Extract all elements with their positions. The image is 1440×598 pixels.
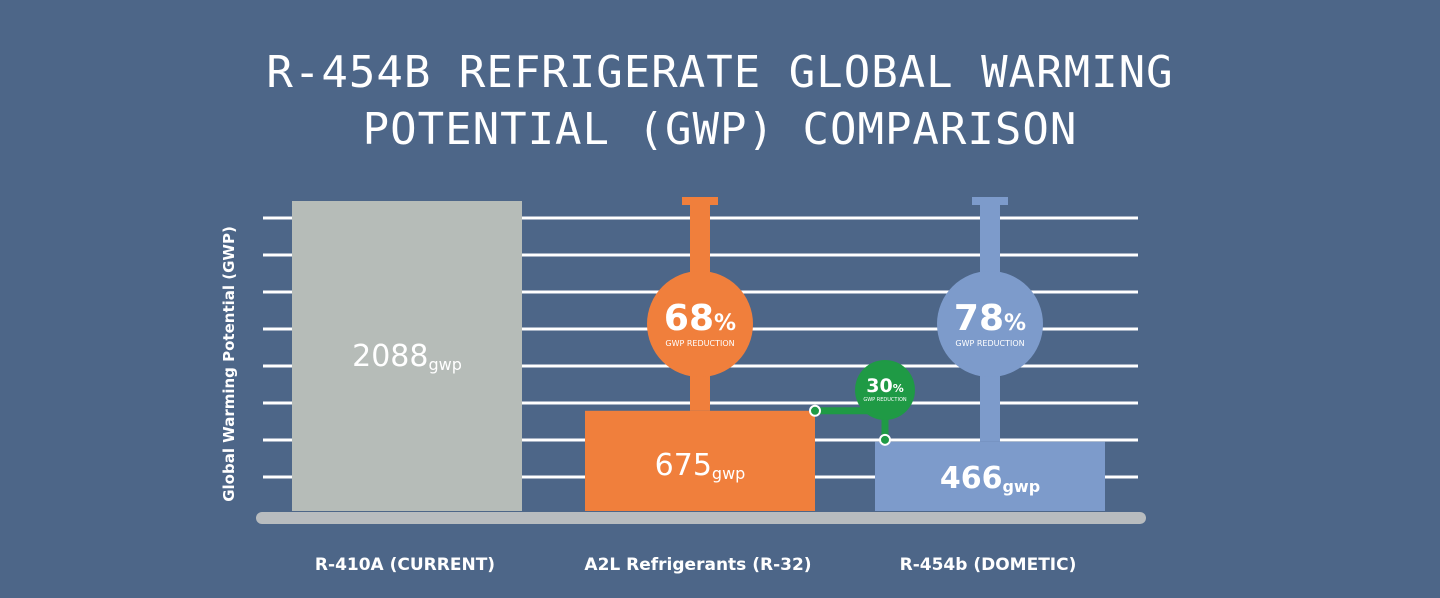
- y-axis-label: Global Warming Potential (GWP): [220, 226, 238, 502]
- reduction-caption-1: GWP REDUCTION: [665, 339, 734, 348]
- chart-title: R-454B REFRIGERATE GLOBAL WARMING POTENT…: [0, 44, 1440, 158]
- reduction-percent-2: 78%: [954, 298, 1026, 339]
- category-label-2: A2L Refrigerants (R-32): [584, 555, 811, 575]
- reduction-percent-1: 68%: [664, 298, 736, 339]
- reduction-caption-2: GWP REDUCTION: [955, 339, 1024, 348]
- reduction-circle-2: [937, 271, 1043, 377]
- connector-dot-end: [879, 433, 891, 446]
- reduction-circle-3: [855, 360, 915, 420]
- stem-cap-1: [682, 197, 718, 205]
- value-label-2: 675gwp: [655, 448, 746, 483]
- category-label-3: R-454b (DOMETIC): [900, 555, 1077, 575]
- chart-marks: [256, 197, 1146, 524]
- value-label-3: 466gwp: [940, 461, 1040, 496]
- chart-title-line-2: POTENTIAL (GWP) COMPARISON: [362, 104, 1078, 155]
- bar-3: [875, 441, 1105, 511]
- reduction-percent-3: 30%: [866, 375, 903, 397]
- category-label-1: R-410A (CURRENT): [315, 555, 495, 575]
- reduction-circle-1: [647, 271, 753, 377]
- value-label-1: 2088gwp: [352, 339, 462, 374]
- reduction-caption-3: GWP REDUCTION: [863, 397, 907, 403]
- bar-2: [585, 410, 815, 511]
- connector-dot-start: [809, 404, 821, 417]
- chart-title-line-1: R-454B REFRIGERATE GLOBAL WARMING: [266, 47, 1174, 98]
- bar-1: [292, 201, 522, 511]
- stem-cap-2: [972, 197, 1008, 205]
